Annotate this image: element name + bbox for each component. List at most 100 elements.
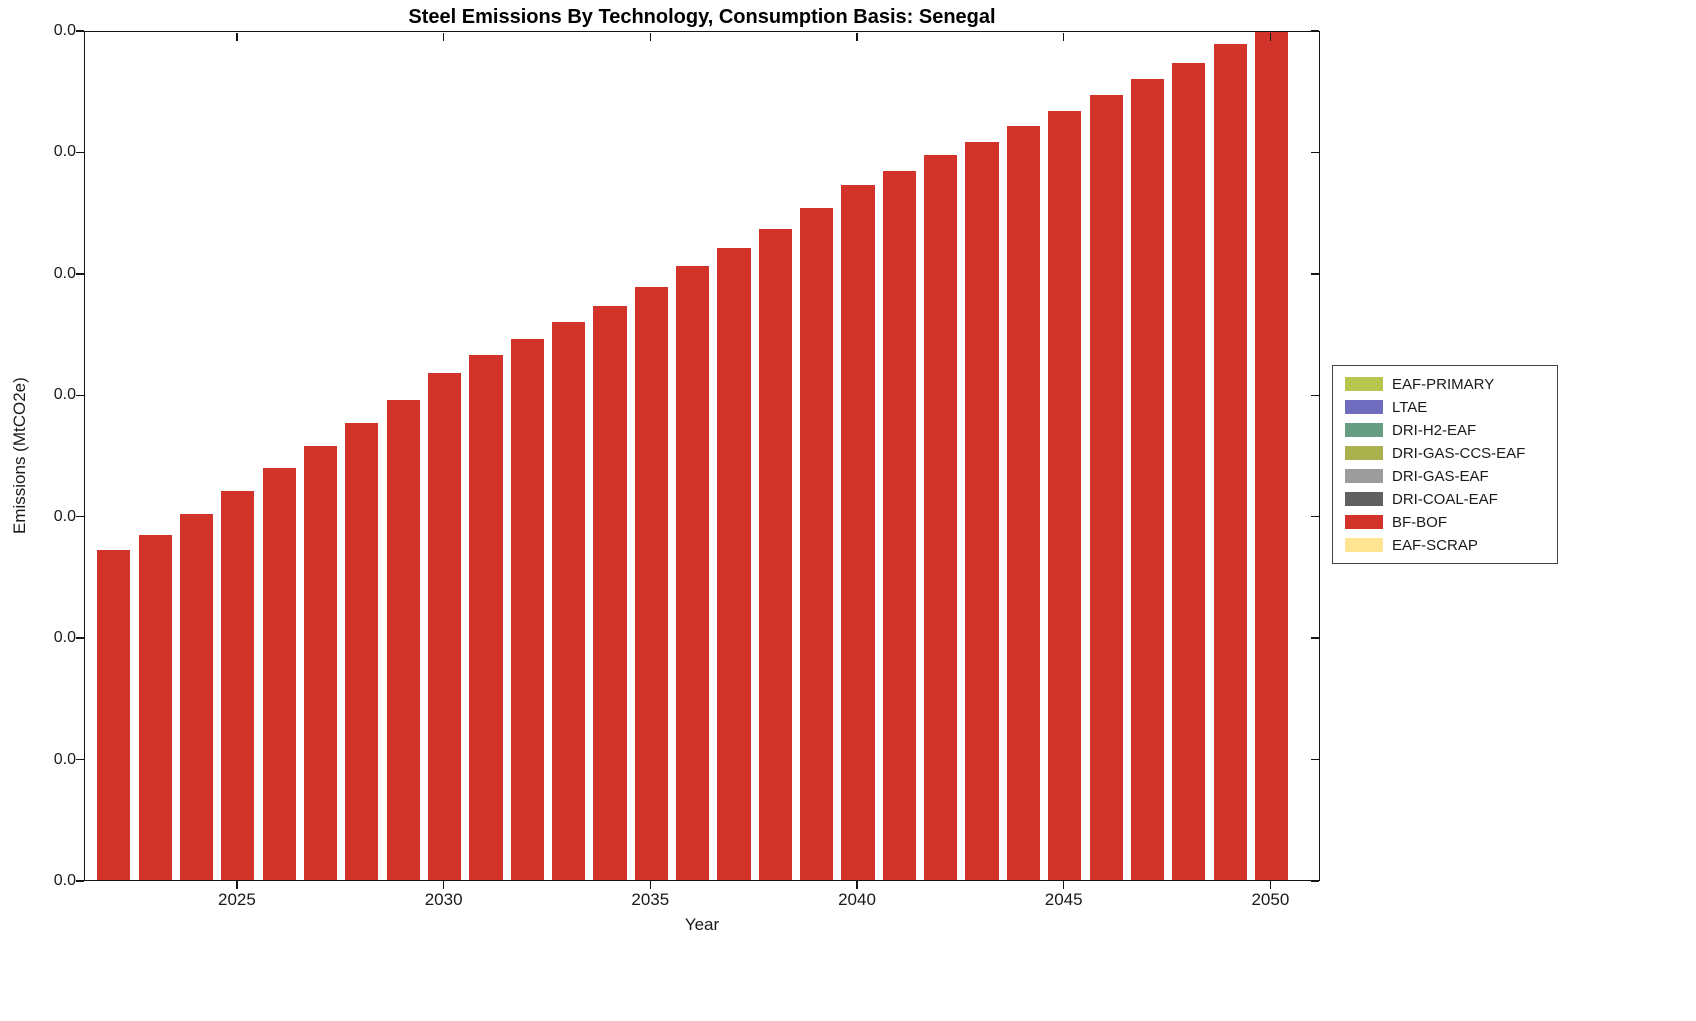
legend-item-dri-gas-eaf: DRI-GAS-EAF [1345, 467, 1545, 485]
legend-label: EAF-SCRAP [1392, 536, 1478, 554]
y-tick-mark-left [76, 637, 84, 639]
x-tick-mark-top [649, 32, 652, 41]
y-tick-mark-right [1310, 151, 1319, 154]
legend-item-bf-bof: BF-BOF [1345, 513, 1545, 531]
bar-2029 [386, 399, 420, 880]
x-tick-mark-bottom [442, 881, 445, 889]
plot-area [84, 31, 1320, 881]
x-tick-mark-bottom [236, 881, 238, 889]
y-tick-mark-left [76, 394, 84, 397]
x-tick-mark-top [1062, 32, 1065, 41]
y-tick-label: 0.0 [53, 750, 76, 768]
y-tick-label: 0.0 [53, 386, 76, 404]
bar-2027 [304, 445, 338, 880]
legend-item-ltae: LTAE [1345, 398, 1545, 416]
bar-2035 [634, 286, 668, 880]
legend-swatch-icon [1345, 469, 1383, 483]
legend-item-dri-coal-eaf: DRI-COAL-EAF [1345, 490, 1545, 508]
y-tick-mark-right [1310, 273, 1319, 275]
x-tick-mark-top [236, 32, 238, 41]
y-tick-mark-right [1310, 30, 1319, 32]
legend-label: DRI-GAS-EAF [1392, 467, 1489, 485]
x-tick-mark-bottom [1269, 881, 1272, 889]
y-tick-label: 0.0 [53, 143, 76, 161]
y-tick-mark-right [1310, 637, 1319, 639]
y-tick-mark-left [76, 880, 84, 882]
bar-2050 [1254, 32, 1288, 880]
y-tick-mark-left [76, 30, 84, 32]
x-tick-mark-top [856, 32, 858, 41]
y-tick-mark-left [76, 151, 84, 154]
x-tick-label: 2050 [1251, 890, 1290, 909]
bar-2047 [1130, 79, 1164, 880]
x-tick-mark-top [1269, 32, 1272, 41]
legend-label: EAF-PRIMARY [1392, 375, 1495, 393]
bar-2030 [428, 373, 462, 880]
x-tick-mark-top [442, 32, 445, 41]
legend-item-eaf-scrap: EAF-SCRAP [1345, 536, 1545, 554]
bar-2026 [262, 467, 296, 880]
legend: EAF-PRIMARY LTAE DRI-H2-EAF DRI-GAS-CCS-EAF… [1332, 365, 1558, 564]
y-tick-mark-left [76, 758, 84, 761]
y-tick-label: 0.0 [53, 507, 76, 525]
bar-2041 [882, 171, 916, 880]
x-tick-label: 2035 [631, 890, 670, 909]
bar-2023 [138, 534, 172, 880]
legend-item-eaf-primary: EAF-PRIMARY [1345, 375, 1545, 393]
legend-item-dri-h2-eaf: DRI-H2-EAF [1345, 421, 1545, 439]
legend-item-dri-gas-ccs-eaf: DRI-GAS-CCS-EAF [1345, 444, 1545, 462]
legend-label: DRI-COAL-EAF [1392, 490, 1498, 508]
chart-title: Steel Emissions By Technology, Consumpti… [408, 6, 996, 28]
x-tick-mark-bottom [1062, 881, 1065, 889]
bar-2042 [924, 154, 958, 880]
y-tick-mark-left [76, 515, 84, 518]
bar-2034 [593, 306, 627, 880]
bar-2045 [1048, 110, 1082, 880]
bar-2031 [469, 354, 503, 880]
legend-swatch-icon [1345, 492, 1383, 506]
bar-2032 [510, 339, 544, 880]
x-axis-label: Year [684, 915, 720, 934]
legend-swatch-icon [1345, 538, 1383, 552]
y-tick-mark-right [1310, 880, 1319, 882]
bar-2033 [552, 322, 586, 880]
legend-swatch-icon [1345, 423, 1383, 437]
legend-swatch-icon [1345, 377, 1383, 391]
bar-2044 [1006, 126, 1040, 880]
bar-2039 [800, 207, 834, 880]
legend-swatch-icon [1345, 515, 1383, 529]
y-tick-mark-left [76, 273, 84, 275]
y-tick-label: 0.0 [53, 629, 76, 647]
bar-2028 [345, 422, 379, 880]
legend-label: DRI-GAS-CCS-EAF [1392, 444, 1526, 462]
y-tick-mark-right [1310, 758, 1319, 761]
bar-2024 [180, 513, 214, 880]
y-tick-label: 0.0 [53, 264, 76, 282]
bar-2043 [965, 142, 999, 880]
legend-swatch-icon [1345, 400, 1383, 414]
x-tick-label: 2030 [424, 890, 463, 909]
bar-2048 [1172, 63, 1206, 880]
bar-2022 [97, 550, 131, 880]
legend-label: BF-BOF [1392, 513, 1447, 531]
bar-2046 [1089, 94, 1123, 880]
bar-2040 [841, 184, 875, 880]
bars-layer [85, 32, 1319, 880]
x-tick-mark-bottom [649, 881, 652, 889]
y-tick-label: 0.0 [53, 22, 76, 39]
bar-2038 [758, 228, 792, 880]
y-tick-label: 0.0 [53, 872, 76, 889]
x-tick-label: 2025 [218, 890, 256, 909]
bar-2049 [1213, 43, 1247, 880]
legend-swatch-icon [1345, 446, 1383, 460]
x-tick-label: 2040 [838, 890, 876, 909]
bar-2025 [221, 490, 255, 880]
x-tick-mark-bottom [856, 881, 858, 889]
bar-2037 [717, 247, 751, 880]
y-tick-mark-right [1310, 394, 1319, 397]
bar-2036 [676, 266, 710, 880]
y-tick-mark-right [1310, 515, 1319, 518]
legend-label: DRI-H2-EAF [1392, 421, 1477, 439]
legend-label: LTAE [1392, 398, 1428, 416]
x-tick-label: 2045 [1044, 890, 1083, 909]
